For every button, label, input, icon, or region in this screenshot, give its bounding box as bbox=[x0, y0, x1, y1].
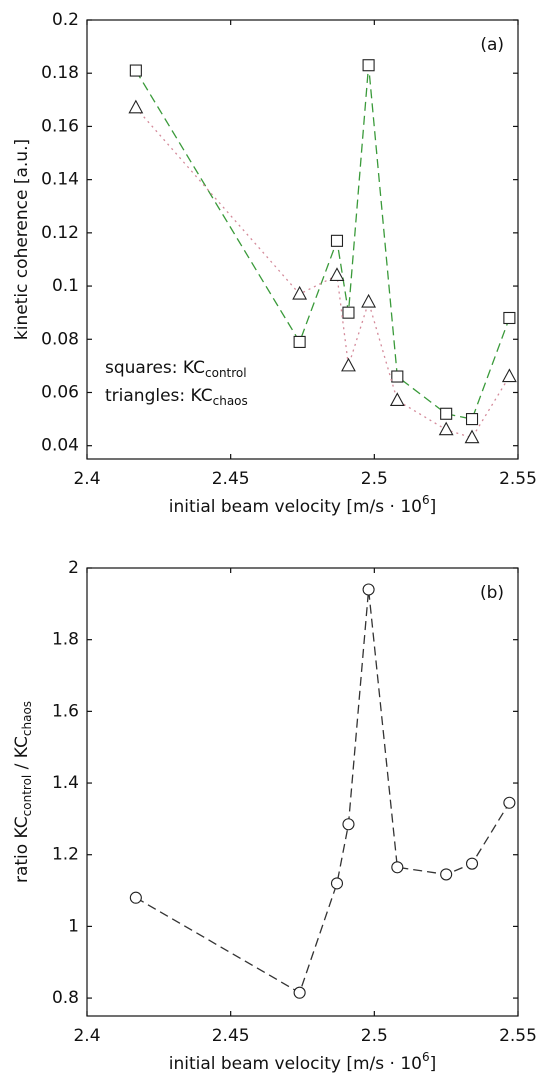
marker bbox=[464, 429, 480, 444]
marker bbox=[503, 796, 516, 809]
marker bbox=[391, 861, 404, 874]
marker bbox=[362, 59, 375, 72]
x-tick-label: 2.55 bbox=[499, 1026, 537, 1046]
marker bbox=[293, 986, 306, 999]
y-tick-label: 0.18 bbox=[41, 63, 79, 83]
y-tick-label: 1 bbox=[68, 916, 79, 936]
marker bbox=[342, 306, 355, 319]
y-tick-label: 0.14 bbox=[41, 170, 79, 190]
marker bbox=[129, 891, 142, 904]
y-axis-label: kinetic coherence [a.u.] bbox=[12, 139, 32, 340]
y-tick-label: 0.12 bbox=[41, 223, 79, 243]
x-axis-label: initial beam velocity [m/s · 106] bbox=[169, 1050, 437, 1073]
x-axis-label-sup: 6 bbox=[422, 493, 430, 507]
series-line bbox=[135, 589, 510, 994]
y-tick-label: 0.04 bbox=[41, 436, 79, 456]
marker bbox=[389, 392, 405, 407]
marker bbox=[330, 877, 344, 890]
x-tick-label: 2.45 bbox=[212, 1026, 250, 1046]
y-axis-label-sub: control bbox=[20, 775, 34, 817]
series-line bbox=[135, 107, 510, 439]
y-axis-label-part: ratio KC bbox=[12, 816, 32, 883]
y-tick-label: 0.16 bbox=[41, 116, 79, 136]
x-tick-label: 2.45 bbox=[212, 469, 250, 489]
marker bbox=[465, 413, 479, 426]
x-axis-label-part: initial beam velocity [m/s · 10 bbox=[169, 1054, 422, 1073]
y-tick-label: 1.8 bbox=[52, 630, 79, 650]
marker bbox=[438, 421, 454, 436]
marker bbox=[342, 818, 355, 831]
marker bbox=[362, 583, 375, 596]
x-axis-label-part: ] bbox=[430, 497, 437, 517]
y-tick-label: 0.8 bbox=[52, 988, 79, 1008]
marker bbox=[503, 311, 516, 325]
y-tick-label: 1.4 bbox=[52, 773, 79, 793]
panel-label: (b) bbox=[480, 583, 504, 603]
y-tick-label: 0.2 bbox=[52, 10, 79, 30]
annotation-part: triangles: KC bbox=[105, 386, 213, 406]
plot-frame bbox=[86, 567, 519, 1017]
plot-frame bbox=[86, 19, 519, 460]
y-tick-label: 0.1 bbox=[52, 276, 79, 296]
annotation-part: squares: KC bbox=[105, 358, 205, 378]
marker bbox=[128, 99, 144, 114]
marker bbox=[341, 357, 356, 372]
y-tick-label: 1.6 bbox=[52, 701, 79, 721]
x-tick-label: 2.55 bbox=[499, 469, 537, 489]
x-tick-label: 2.5 bbox=[361, 1026, 388, 1046]
marker bbox=[293, 335, 306, 348]
y-tick-label: 0.06 bbox=[41, 382, 79, 402]
y-tick-label: 1.2 bbox=[52, 845, 79, 865]
x-axis-label-part: ] bbox=[430, 1054, 437, 1073]
annotation: squares: KCcontrol bbox=[105, 358, 247, 380]
panel-label: (a) bbox=[480, 35, 504, 55]
y-axis-label-sub: chaos bbox=[20, 701, 34, 736]
x-tick-label: 2.4 bbox=[73, 1026, 100, 1046]
marker bbox=[440, 868, 453, 881]
y-axis-label-part: kinetic coherence [a.u.] bbox=[12, 139, 32, 340]
y-axis-label-part: / KC bbox=[12, 736, 32, 775]
marker bbox=[391, 370, 404, 383]
x-tick-label: 2.5 bbox=[361, 469, 388, 489]
marker bbox=[329, 267, 345, 281]
marker bbox=[129, 64, 142, 77]
x-axis-label-sup: 6 bbox=[422, 1050, 430, 1064]
marker bbox=[501, 368, 517, 383]
marker bbox=[465, 857, 479, 870]
x-tick-label: 2.4 bbox=[73, 469, 100, 489]
marker bbox=[292, 285, 308, 300]
x-axis-label: initial beam velocity [m/s · 106] bbox=[169, 493, 437, 518]
annotation: triangles: KCchaos bbox=[105, 386, 248, 408]
y-tick-label: 2 bbox=[68, 558, 79, 578]
annotation-sub: chaos bbox=[213, 394, 248, 408]
y-tick-label: 0.08 bbox=[41, 329, 79, 349]
marker bbox=[361, 293, 377, 308]
y-axis-label: ratio KCcontrol / KCchaos bbox=[12, 701, 34, 883]
annotation-sub: control bbox=[205, 366, 247, 380]
x-axis-label-part: initial beam velocity [m/s · 10 bbox=[169, 497, 422, 517]
marker bbox=[440, 407, 453, 420]
marker bbox=[330, 234, 344, 247]
